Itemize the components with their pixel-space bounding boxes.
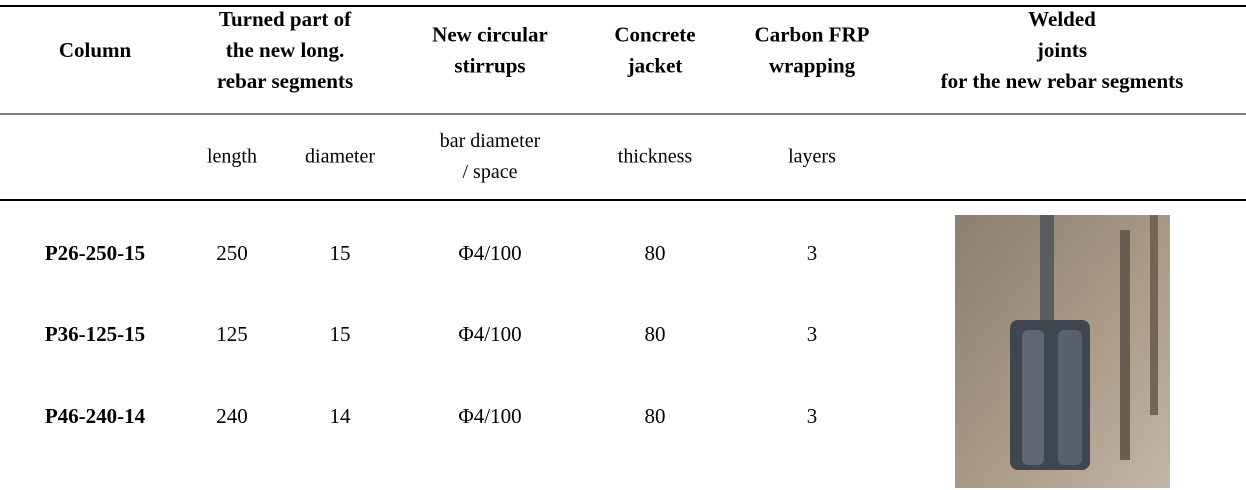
cell: 80 xyxy=(645,322,666,346)
header-cell: the new long. xyxy=(226,38,344,62)
header-cell: Welded xyxy=(1028,7,1096,31)
cell: P36-125-15 xyxy=(45,322,145,346)
cell: Φ4/100 xyxy=(458,322,521,346)
photo xyxy=(955,215,1170,488)
cell: P26-250-15 xyxy=(45,241,145,265)
cell: 3 xyxy=(807,241,818,265)
cell: 80 xyxy=(645,404,666,428)
header-cell: joints xyxy=(1036,38,1087,62)
cell: 80 xyxy=(645,241,666,265)
cell: 3 xyxy=(807,404,818,428)
cell: P46-240-14 xyxy=(45,404,146,428)
subheader-cell: layers xyxy=(788,146,836,168)
subheader-cell: bar diameter xyxy=(440,130,541,152)
header-cell: stirrups xyxy=(454,53,525,77)
cell: Φ4/100 xyxy=(458,404,521,428)
header-cell: Concrete xyxy=(614,22,695,46)
subheader-cell: length xyxy=(207,146,257,168)
cell: 3 xyxy=(807,322,818,346)
cell: Φ4/100 xyxy=(458,241,521,265)
header-cell: rebar segments xyxy=(217,69,353,93)
header-cell: Column xyxy=(59,38,132,62)
subheader-cell: / space xyxy=(463,161,518,183)
header-cell: wrapping xyxy=(769,53,856,77)
header-cell: for the new rebar segments xyxy=(941,69,1184,93)
subheader-cell: thickness xyxy=(618,146,693,168)
header-cell: New circular xyxy=(432,22,548,46)
cell: 15 xyxy=(330,322,351,346)
header-cell: Turned part of xyxy=(219,7,352,31)
header-cell: Carbon FRP xyxy=(755,22,870,46)
subheader-cell: diameter xyxy=(305,146,375,168)
cell: 15 xyxy=(330,241,351,265)
header-cell: jacket xyxy=(627,53,683,77)
cell: 240 xyxy=(216,404,248,428)
cell: 125 xyxy=(216,322,248,346)
cell: 14 xyxy=(330,404,352,428)
cell: 250 xyxy=(216,241,248,265)
